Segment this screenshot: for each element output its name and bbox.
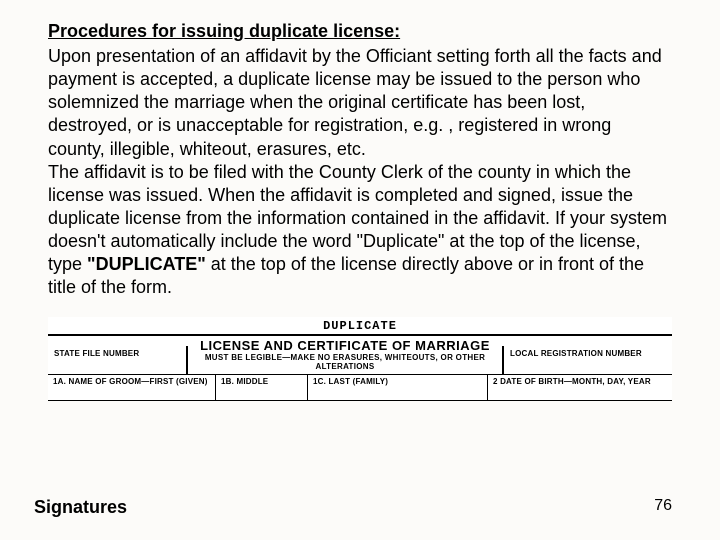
cell-form-title: LICENSE AND CERTIFICATE OF MARRIAGE MUST…	[188, 336, 502, 374]
footer-section-title: Signatures	[34, 497, 127, 518]
label-2: 2 DATE OF BIRTH—MONTH, DAY, YEAR	[493, 377, 667, 386]
cell-1b: 1B. MIDDLE	[216, 375, 308, 400]
cell-local-registration: LOCAL REGISTRATION NUMBER	[502, 346, 672, 374]
label-1a: 1A. NAME OF GROOM—FIRST (GIVEN)	[53, 377, 210, 386]
footer: Signatures 76	[0, 497, 720, 518]
form-row-header: STATE FILE NUMBER LICENSE AND CERTIFICAT…	[48, 334, 672, 374]
page-number: 76	[654, 497, 672, 518]
form-duplicate-label: DUPLICATE	[48, 317, 672, 334]
paragraph-1: Upon presentation of an affidavit by the…	[48, 45, 672, 160]
label-1b: 1B. MIDDLE	[221, 377, 302, 386]
section-heading: Procedures for issuing duplicate license…	[48, 20, 672, 43]
paragraph-2-bold: "DUPLICATE"	[87, 254, 206, 274]
label-1c: 1C. LAST (FAMILY)	[313, 377, 482, 386]
cell-1a: 1A. NAME OF GROOM—FIRST (GIVEN)	[48, 375, 216, 400]
form-subtitle: MUST BE LEGIBLE—MAKE NO ERASURES, WHITEO…	[192, 353, 498, 371]
paragraph-2: The affidavit is to be filed with the Co…	[48, 161, 672, 299]
label-local-registration: LOCAL REGISTRATION NUMBER	[510, 349, 666, 358]
form-title: LICENSE AND CERTIFICATE OF MARRIAGE	[192, 338, 498, 353]
cell-state-file-number: STATE FILE NUMBER	[48, 346, 188, 374]
cell-2: 2 DATE OF BIRTH—MONTH, DAY, YEAR	[488, 375, 672, 400]
form-sample: DUPLICATE STATE FILE NUMBER LICENSE AND …	[48, 317, 672, 401]
label-state-file-number: STATE FILE NUMBER	[54, 349, 180, 358]
form-row-fields: 1A. NAME OF GROOM—FIRST (GIVEN) 1B. MIDD…	[48, 374, 672, 401]
cell-1c: 1C. LAST (FAMILY)	[308, 375, 488, 400]
page: Procedures for issuing duplicate license…	[0, 0, 720, 540]
